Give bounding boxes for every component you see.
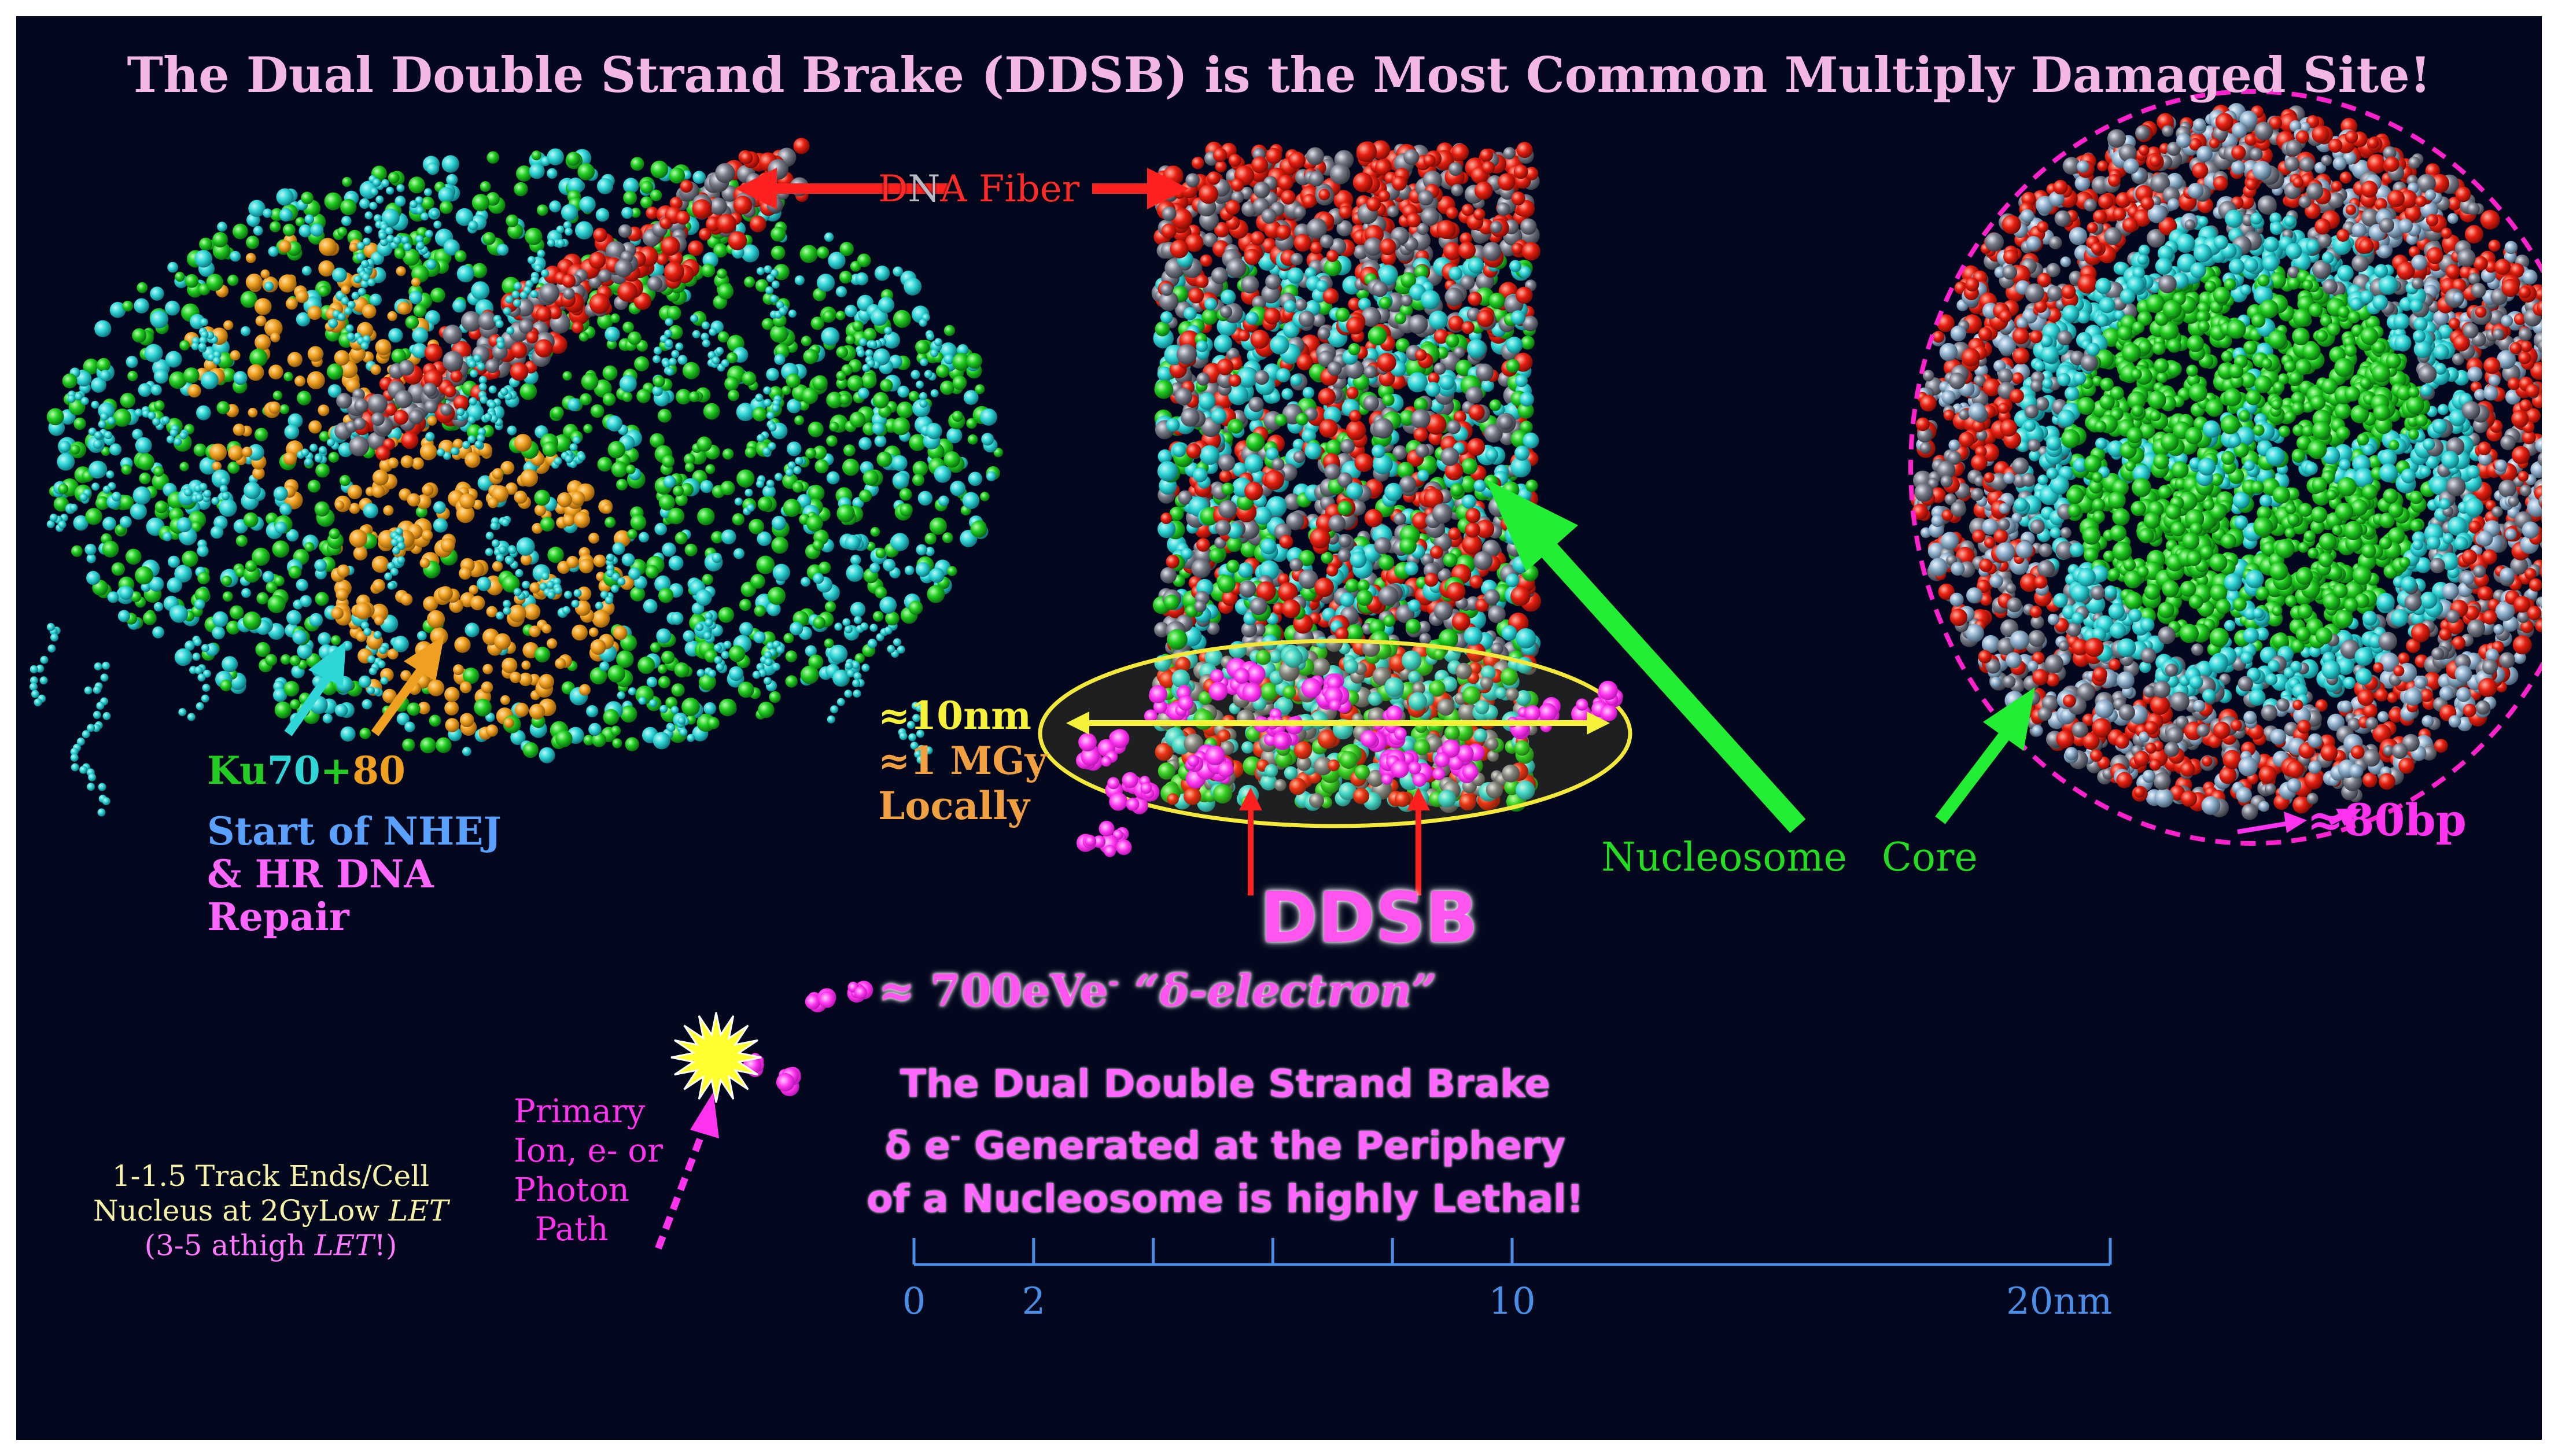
nucleosome-label: Nucleosome: [1601, 835, 1847, 880]
primary-particle-path: [655, 1092, 719, 1250]
track-line3-suffix: !): [374, 1229, 397, 1262]
scale-unit-label: 20nm: [2006, 1280, 2113, 1323]
delta-electron-quote: “δ-electron”: [1134, 965, 1437, 1016]
ku70-ku80-protein-structure: [30, 138, 1004, 817]
fiber-word: Fiber: [967, 168, 1080, 211]
ddsb-pointer-arrows: [1239, 787, 1430, 895]
track-line3: (3-5 athigh LET!): [62, 1228, 479, 1263]
nucleosome-top-view: [1911, 103, 2542, 820]
track-ends-note: 1-1.5 Track Ends/Cell Nucleus at 2GyLow …: [62, 1159, 479, 1263]
dna-letter-n: N: [908, 168, 941, 211]
plus-text: +: [320, 748, 353, 793]
nhej-line3: Repair: [207, 894, 349, 939]
figure-title: The Dual Double Strand Brake (DDSB) is t…: [16, 46, 2542, 104]
energy-text: 700eVe: [930, 965, 1108, 1016]
dna-fiber-label: DNA Fiber: [878, 168, 1079, 211]
ku-pointer-arrows: [284, 635, 444, 736]
nhej-line1: Start of NHEJ: [207, 809, 502, 854]
ku80-text: 80: [352, 748, 406, 793]
ku-label: Ku70+80: [207, 748, 406, 793]
ionization-damage-clusters: [743, 658, 1623, 1097]
local-dose-label: ≈10nm ≈1 MGy Locally: [878, 693, 1047, 828]
mgy-text: ≈1 MGy: [878, 738, 1047, 783]
ten-nm-text: ≈10nm: [878, 693, 1031, 738]
track-line1: 1-1.5 Track Ends/Cell: [112, 1159, 430, 1193]
track-line3-let: LET: [314, 1229, 374, 1262]
ku70-text: 70: [267, 748, 320, 793]
bp-arrow: [2237, 809, 2362, 834]
lethality-statement: The Dual Double Strand Brake δ e- Genera…: [768, 1057, 1682, 1226]
dna-letter-d: D: [878, 168, 908, 211]
nhej-repair-label: Start of NHEJ & HR DNA Repair: [207, 810, 502, 938]
primary-line1: Primary: [514, 1093, 646, 1130]
dna-letter-a: A: [940, 168, 967, 211]
locally-text: Locally: [878, 783, 1030, 828]
electron-charge: -: [1108, 965, 1119, 997]
statement-line1: The Dual Double Strand Brake: [900, 1061, 1551, 1106]
track-line3-prefix: (3-5 athigh: [144, 1229, 315, 1262]
scale-tick-label: 2: [1022, 1280, 1046, 1323]
scale-bar: [912, 1238, 2112, 1266]
primary-line2: Ion, e- or: [514, 1132, 663, 1170]
ionization-starburst: [670, 1012, 762, 1103]
primary-line3: Photon: [514, 1171, 629, 1209]
ku-text: Ku: [207, 748, 267, 793]
nucleosome-arrows: [1486, 479, 2035, 834]
primary-line4: Path: [535, 1211, 609, 1248]
nucleosome-outline: [1908, 89, 2542, 846]
statement-line2: δ e- Generated at the Periphery: [768, 1111, 1682, 1173]
delta-electron-label: ≈ 700eVe- “δ-electron”: [878, 965, 1437, 1016]
delta-e-symbol: δ e: [884, 1123, 950, 1168]
statement-line3: of a Nucleosome is highly Lethal!: [867, 1177, 1584, 1221]
title-text: The Dual Double Strand Brake (DDSB) is t…: [127, 46, 2431, 104]
delta-e-charge: -: [950, 1122, 961, 1152]
scale-tick-label: 10: [1488, 1280, 1536, 1323]
ddsb-region-ellipse: [1038, 639, 1632, 828]
molecular-illustration: [30, 89, 2542, 1266]
figure-frame: The Dual Double Strand Brake (DDSB) is t…: [16, 16, 2542, 1440]
ddsb-label: DDSB: [1260, 878, 1479, 959]
core-label: Core: [1882, 835, 1978, 880]
nhej-line2: & HR DNA: [207, 852, 434, 897]
bp-label: ≈80bp: [2307, 794, 2467, 846]
track-line2: Nucleus at 2GyLow LET: [62, 1193, 479, 1228]
scale-tick-label: 0: [902, 1280, 926, 1323]
statement-line2-rest: Generated at the Periphery: [960, 1123, 1566, 1168]
approx-symbol: ≈: [878, 965, 915, 1016]
primary-path-label: Primary Ion, e- or Photon Path: [514, 1092, 663, 1249]
track-line2-prefix: Nucleus at 2GyLow: [93, 1194, 389, 1228]
track-line2-let: LET: [389, 1194, 449, 1228]
